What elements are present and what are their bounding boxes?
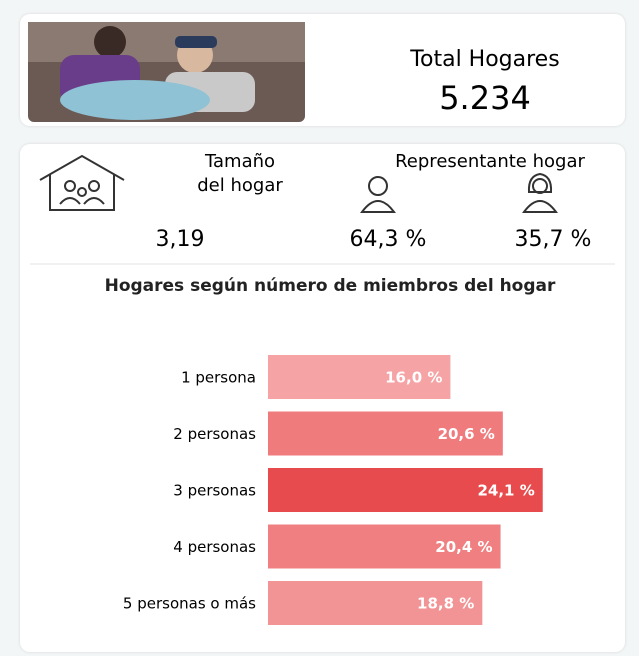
value-label: 18,8 % [417,595,474,613]
male-value: 64,3 % [350,227,427,252]
chart-title: Hogares según número de miembros del hog… [50,274,610,298]
female-icon [524,174,556,212]
representative-label: Representante hogar [395,151,585,172]
summary-title: Total Hogares [409,47,559,72]
value-label: 20,6 % [438,425,495,443]
value-label: 16,0 % [385,369,442,387]
canvas: Total Hogares 5.234 Tamañodel hogar Repr… [0,0,639,656]
category-label: 5 personas o más [123,595,256,613]
house-icon [40,156,124,210]
value-label: 24,1 % [477,482,534,500]
page: Hogares {"summary": {"title": "Total Hog… [0,0,639,656]
male-icon [362,177,394,212]
summary-value: 5.234 [439,79,531,117]
dashboard: Total Hogares 5.234 Tamañodel hogar Repr… [0,0,639,656]
category-label: 4 personas [173,538,256,556]
category-label: 1 persona [181,369,256,387]
category-label: 3 personas [173,482,256,500]
size-value: 3,19 [156,227,205,252]
photo [28,22,305,122]
female-value: 35,7 % [515,227,592,252]
category-label: 2 personas [173,425,256,443]
value-label: 20,4 % [435,538,492,556]
